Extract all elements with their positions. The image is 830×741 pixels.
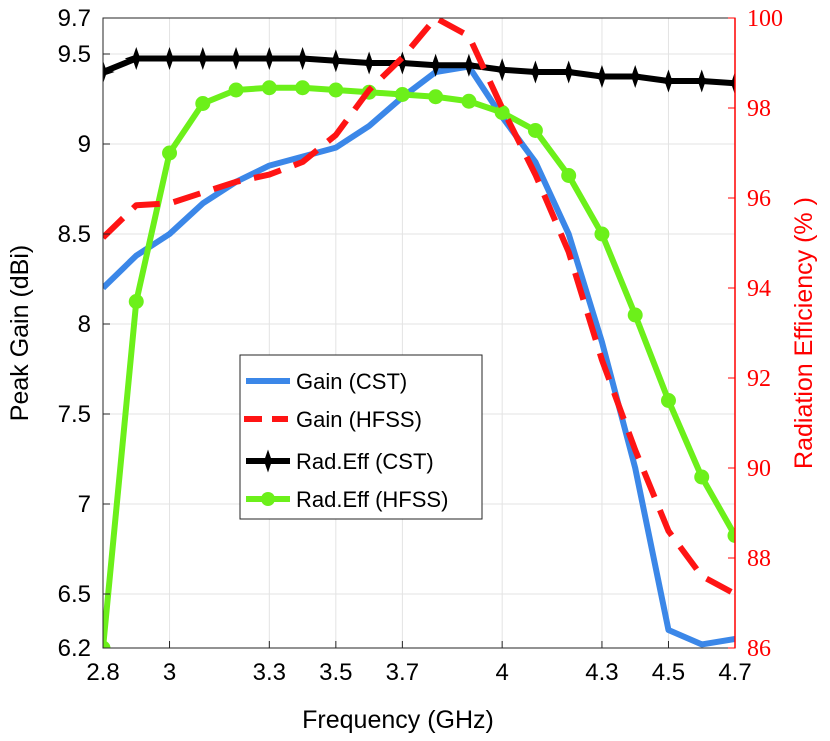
data-point-rad-eff-hfss: [195, 96, 211, 111]
data-point-rad-eff-hfss: [627, 307, 643, 323]
legend-label-rad-eff-cst: Rad.Eff (CST): [296, 449, 434, 474]
x-tick-label: 3.3: [253, 659, 286, 686]
data-point-rad-eff-hfss: [727, 528, 735, 543]
data-point-rad-eff-cst: [191, 46, 215, 71]
data-point-rad-eff-cst: [523, 60, 547, 84]
y-tick-label: 7: [78, 491, 91, 518]
data-point-rad-eff-hfss: [394, 87, 410, 102]
data-point-rad-eff-hfss: [494, 105, 510, 120]
data-point-rad-eff-hfss: [295, 80, 311, 96]
data-point-rad-eff-cst: [557, 60, 581, 84]
x-tick-label: 3: [163, 659, 176, 686]
series-line-gain-cst: [103, 63, 735, 648]
data-point-rad-eff-hfss: [527, 123, 543, 138]
data-point-rad-eff-hfss: [594, 226, 610, 242]
y-tick-label: 8: [78, 311, 91, 338]
y-tick-label: 9: [78, 131, 91, 158]
data-point-rad-eff-hfss: [428, 89, 444, 105]
y-axis-label-right: Radiation Efficiency (% ): [790, 197, 818, 469]
data-point-rad-eff-cst: [103, 60, 115, 84]
legend: Gain (CST) Gain (HFSS) Rad.Eff (CST) Rad.Ef…: [239, 354, 483, 520]
data-point-rad-eff-cst: [490, 58, 514, 82]
y2-tick-label: 90: [747, 456, 771, 482]
data-point-rad-eff-cst: [723, 71, 735, 95]
data-point-rad-eff-cst: [424, 53, 448, 77]
data-point-rad-eff-cst: [124, 46, 148, 71]
y-tick-label: 6.2: [58, 635, 91, 662]
x-tick-label: 4.7: [718, 659, 751, 686]
x-tick-label: 3.5: [319, 659, 352, 686]
data-point-rad-eff-hfss: [694, 469, 710, 485]
data-point-rad-eff-cst: [457, 53, 481, 77]
y-tick-label: 7.5: [58, 401, 91, 428]
y2-tick-label: 100: [747, 6, 783, 32]
data-point-rad-eff-cst: [656, 69, 681, 93]
legend-label-gain-cst: Gain (CST): [296, 369, 407, 394]
data-point-rad-eff-hfss: [660, 393, 676, 408]
y-tick-label: 9.5: [58, 41, 91, 68]
x-tick-label: 2.8: [86, 659, 119, 686]
y2-tick-label: 98: [747, 96, 771, 122]
axis-layer: 2.8 3 3.3 3.5 3.7 4 4.3 4.5 4.7 6.2 6.5 7 7.5 8 8.5 9 9.…: [58, 5, 783, 686]
data-point-rad-eff-hfss: [162, 145, 178, 161]
data-point-rad-eff-hfss: [461, 93, 477, 109]
y2-tick-label: 94: [747, 276, 771, 302]
y-axis-label-left: Peak Gain (dBi): [6, 245, 34, 421]
data-point-rad-eff-hfss: [328, 82, 344, 98]
data-point-rad-eff-cst: [257, 46, 281, 71]
series-line-gain-hfss: [103, 18, 735, 597]
data-point-rad-eff-hfss: [261, 80, 277, 96]
x-tick-label: 3.7: [386, 659, 419, 686]
data-point-rad-eff-cst: [291, 46, 315, 71]
data-point-rad-eff-cst: [623, 64, 647, 89]
y2-tick-label: 92: [747, 366, 771, 392]
data-point-rad-eff-cst: [590, 64, 614, 89]
y-tick-label: 8.5: [58, 221, 91, 248]
legend-marker-rad-eff-hfss: [261, 492, 275, 506]
data-point-rad-eff-hfss: [103, 640, 111, 648]
data-point-rad-eff-hfss: [128, 294, 144, 309]
data-point-rad-eff-cst: [357, 51, 381, 75]
data-point-rad-eff-hfss: [228, 82, 244, 98]
y2-tick-label: 88: [747, 546, 771, 572]
y2-tick-label: 96: [747, 186, 771, 212]
data-point-rad-eff-hfss: [561, 168, 577, 183]
y-tick-label: 9.7: [58, 5, 91, 32]
data-point-rad-eff-cst: [324, 49, 348, 73]
legend-marker-rad-eff-cst: [256, 449, 280, 473]
data-point-rad-eff-cst: [690, 69, 714, 93]
x-tick-label: 4.5: [652, 659, 685, 686]
y-tick-label: 6.5: [58, 581, 91, 608]
x-tick-label: 4.3: [585, 659, 618, 686]
data-point-rad-eff-cst: [157, 46, 182, 71]
series-line-rad-eff-cst: [103, 55, 735, 87]
data-point-rad-eff-cst: [224, 46, 248, 71]
y2-tick-label: 86: [747, 636, 771, 662]
legend-label-gain-hfss: Gain (HFSS): [296, 407, 422, 432]
x-tick-label: 4: [495, 659, 508, 686]
x-axis-label: Frequency (GHz): [302, 706, 494, 734]
legend-label-rad-eff-hfss: Rad.Eff (HFSS): [296, 487, 448, 512]
series-layer: [103, 18, 735, 648]
